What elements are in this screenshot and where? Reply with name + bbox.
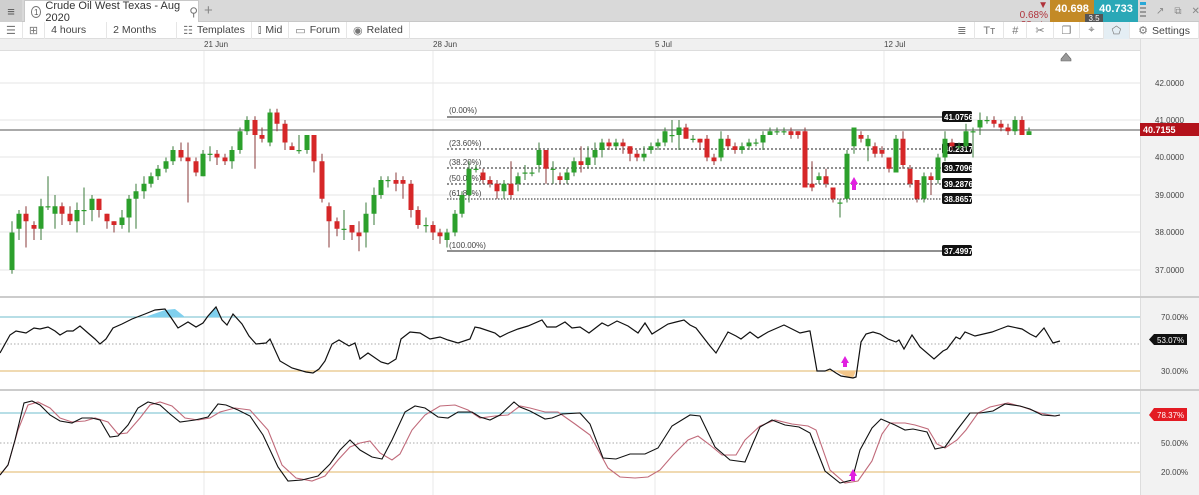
rsi-tick: 30.00% (1161, 367, 1188, 376)
drawing-icon: ✂ (1035, 25, 1045, 37)
stoch-tick: 20.00% (1161, 468, 1188, 477)
templates-button[interactable]: ☷ Templates (177, 21, 252, 39)
text-size-icon: Tᴛ (983, 24, 996, 37)
current-price-badge (1140, 123, 1199, 136)
date-label: 21 Jun (204, 40, 229, 49)
rsi-current-value: 53.07% (1157, 336, 1184, 345)
notes-icon: ☰ (6, 24, 16, 37)
horizontal-gridlines (0, 82, 1140, 271)
fib-pct-label: (100.00%) (449, 241, 486, 250)
buy-price-button[interactable]: 40.733 (1094, 0, 1138, 22)
copy-icon: ❐ (1061, 25, 1072, 37)
price-tick: 39.0000 (1155, 191, 1184, 200)
layout-button[interactable]: ⊞ (23, 21, 46, 39)
buy-signal-arrow-icon (850, 177, 858, 190)
rsi-panel[interactable]: 53.07% 70.00% 30.00% (0, 305, 1199, 379)
chart-toolbar: ☰ ⊞ 4 hours 2 Months ☷ Templates ⫾ Mid ▭ Fo… (0, 21, 1199, 39)
fib-value: 39.7096 (944, 164, 973, 173)
related-button[interactable]: ◉ Related (347, 21, 410, 39)
grid-toggle-button[interactable]: # (1004, 22, 1028, 39)
range-select[interactable]: 2 Months (107, 21, 178, 39)
range-label: 2 Months (113, 24, 157, 36)
related-label: Related (366, 24, 403, 36)
templates-label: Templates (196, 24, 245, 36)
fib-pct-label: (0.00%) (449, 106, 477, 115)
price-label-button[interactable]: ⬠ (1103, 22, 1131, 39)
list-icon: ≣ (957, 25, 967, 37)
home-icon[interactable] (1060, 52, 1072, 62)
window-controls: ↗ ⧉ ✕ (1140, 0, 1199, 22)
price-tick: 37.0000 (1155, 266, 1184, 275)
sell-price-button[interactable]: 40.698 (1050, 0, 1094, 22)
price-change-pct: ▼ 0.68% (1019, 0, 1048, 21)
notes-button[interactable]: ☰ (0, 21, 23, 39)
crosshair-button[interactable]: ⌖ (1080, 22, 1104, 39)
interval-select[interactable]: 4 hours (45, 21, 108, 39)
stochastic-panel[interactable]: 78.37% 50.00% 20.00% (0, 400, 1188, 484)
crosshair-icon: ⌖ (1088, 24, 1095, 36)
price-tick: 38.0000 (1155, 228, 1184, 237)
tab-title: Crude Oil West Texas - Aug 2020 (45, 0, 181, 24)
price-axis-labels: 42.0000 41.0000 40.0000 39.0000 38.0000 … (1155, 79, 1184, 275)
popout-icon[interactable]: ⧉ (1174, 5, 1182, 17)
text-tool-button[interactable]: Tᴛ (975, 22, 1005, 39)
toolbar-right: ≣ Tᴛ # ✂ ❐ ⌖ ⬠ ⚙ Settings (949, 22, 1199, 39)
tag-icon: ⬠ (1111, 25, 1122, 37)
price-type-label: Mid (265, 24, 283, 36)
price-type-button[interactable]: ⫾ Mid (252, 21, 290, 39)
date-label: 5 Jul (655, 40, 672, 49)
menu-icon[interactable]: ≡ (0, 0, 22, 22)
fib-pct-label: (61.80%) (449, 189, 482, 198)
fib-value: 38.8657 (944, 195, 973, 204)
forum-button[interactable]: ▭ Forum (289, 21, 348, 39)
settings-label: Settings (1152, 24, 1190, 37)
fibonacci-retracement[interactable]: (0.00%) (23.60%) (38.20%) (50.00%) (61.8… (447, 106, 973, 256)
date-axis[interactable]: 21 Jun 28 Jun 5 Jul 12 Jul (0, 39, 1140, 51)
date-label: 28 Jun (433, 40, 458, 49)
add-tab-button[interactable]: + (204, 2, 213, 19)
interval-label: 4 hours (51, 24, 87, 36)
price-tick: 41.0000 (1155, 116, 1184, 125)
tab-bar: ≡ 1 Crude Oil West Texas - Aug 2020 ⚲ + … (0, 0, 1199, 31)
candlestick-series (9, 108, 1032, 274)
close-icon[interactable]: ✕ (1191, 5, 1199, 17)
price-tick: 42.0000 (1155, 79, 1184, 88)
fib-value: 41.0756 (944, 113, 973, 122)
stochastic-current-value: 78.37% (1157, 411, 1184, 420)
forum-label: Forum (309, 24, 341, 36)
tab-number-badge: 1 (31, 6, 42, 18)
expand-icon[interactable]: ↗ (1156, 5, 1165, 17)
rsi-tick: 70.00% (1161, 313, 1188, 322)
rsi-signal-arrow-icon (841, 356, 849, 367)
duplicate-button[interactable]: ❐ (1054, 22, 1081, 39)
fib-value: 37.4997 (944, 247, 973, 256)
stoch-tick: 50.00% (1161, 439, 1188, 448)
price-tick: 40.0000 (1155, 153, 1184, 162)
chat-bubble-icon: ▭ (295, 24, 306, 37)
hash-grid-icon: # (1012, 24, 1019, 37)
candles-icon: ⫾ (257, 23, 262, 36)
panel-menu-icon[interactable] (1140, 2, 1146, 20)
search-icon[interactable]: ⚲ (189, 5, 198, 19)
fib-pct-label: (38.20%) (449, 158, 482, 167)
fib-pct-label: (23.60%) (449, 139, 482, 148)
indicator-list-button[interactable]: ≣ (949, 22, 976, 39)
chart-tab[interactable]: 1 Crude Oil West Texas - Aug 2020 ⚲ (24, 0, 199, 24)
fib-value: 39.2876 (944, 180, 973, 189)
stoch-signal-arrow-icon (849, 469, 857, 481)
gear-icon: ⚙ (1138, 25, 1149, 37)
current-price-value: 40.7155 (1143, 125, 1176, 135)
fib-pct-label: (50.00%) (449, 174, 482, 183)
drawing-tools-button[interactable]: ✂ (1027, 22, 1054, 39)
eye-icon: ◉ (353, 24, 363, 37)
date-label: 12 Jul (884, 40, 906, 49)
spread-badge: 3.5 (1085, 14, 1103, 23)
grid-layout-icon: ⊞ (28, 24, 39, 37)
templates-icon: ☷ (183, 24, 193, 37)
vertical-gridlines (203, 51, 885, 495)
